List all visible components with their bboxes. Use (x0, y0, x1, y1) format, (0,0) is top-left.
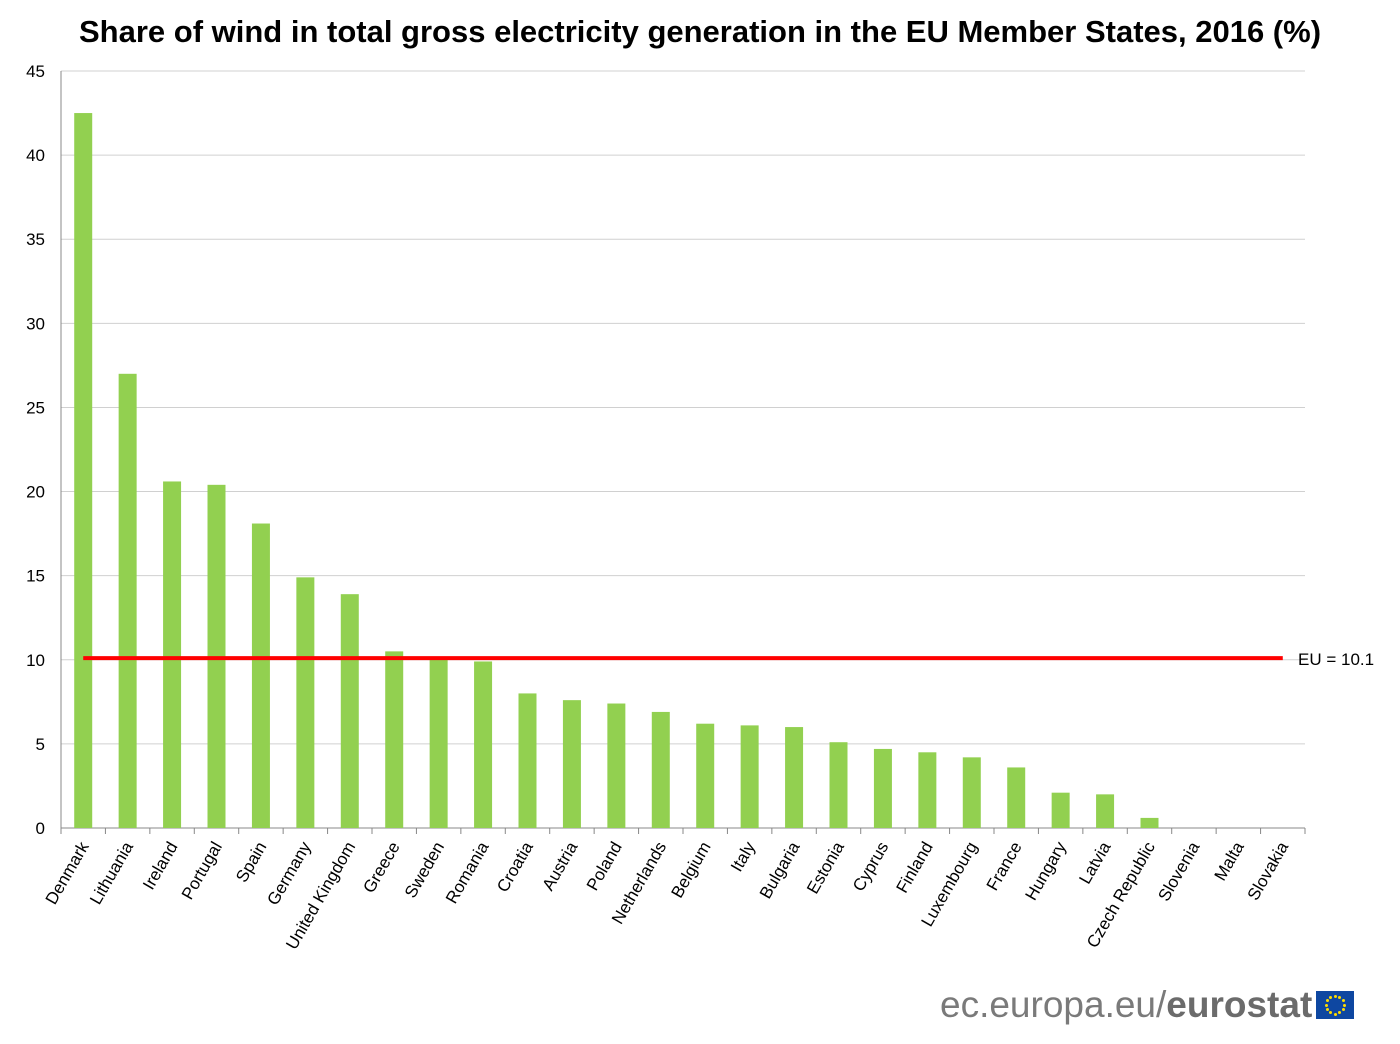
bar (251, 523, 270, 828)
y-tick-label: 25 (26, 398, 45, 417)
bar (163, 481, 182, 828)
bar (696, 723, 715, 828)
star-icon (1325, 999, 1329, 1002)
y-tick-label: 20 (26, 483, 45, 502)
chart-title: Share of wind in total gross electricity… (78, 14, 1322, 49)
bar (429, 659, 448, 828)
y-tick-label: 0 (36, 819, 45, 838)
y-tick-label: 45 (26, 62, 45, 81)
bar (340, 594, 359, 828)
x-tick-label: Denmark (42, 838, 93, 908)
x-tick-label: Ireland (139, 839, 181, 894)
x-tick-label: Slovenia (1154, 838, 1203, 904)
star-icon (1341, 999, 1345, 1002)
star-icon (1333, 1012, 1337, 1016)
y-tick-label: 5 (36, 735, 45, 754)
x-tick-label: Germany (263, 838, 315, 908)
bar (962, 757, 981, 828)
bar (118, 373, 137, 828)
x-tick-label: Austria (538, 838, 581, 894)
bar (385, 651, 404, 828)
eu-flag-icon (1316, 991, 1355, 1019)
x-tick-label: Slovakia (1244, 838, 1293, 904)
bar (74, 113, 93, 829)
bar (1051, 792, 1070, 828)
x-tick-label: Latvia (1075, 838, 1114, 887)
y-tick-label: 35 (26, 230, 45, 249)
bar (1140, 817, 1159, 828)
x-tick-label: Hungary (1022, 838, 1071, 904)
x-tick-label: France (983, 839, 1026, 894)
bar (562, 700, 581, 828)
y-tick-label: 30 (26, 314, 45, 333)
eu-average-label: EU = 10.1 (1298, 650, 1374, 669)
star-icon (1325, 1008, 1329, 1011)
x-tick-label: Poland (583, 839, 626, 894)
x-tick-label: Estonia (803, 838, 848, 897)
bar (651, 711, 670, 828)
y-tick-label: 10 (26, 651, 45, 670)
bar (740, 725, 759, 828)
bar (607, 703, 626, 828)
eurostat-logo: ec.europa.eu/eurostat (940, 984, 1355, 1026)
bar (296, 577, 315, 828)
star-icon (1333, 994, 1337, 998)
x-tick-label: Cyprus (849, 839, 892, 895)
x-tick-label: Sweden (401, 839, 448, 902)
bar (474, 661, 493, 828)
x-tick-label: Lithuania (86, 838, 137, 908)
x-tick-label: Croatia (493, 838, 537, 895)
star-icon (1329, 995, 1333, 999)
x-tick-label: Greece (359, 839, 403, 897)
bar (1007, 767, 1026, 828)
y-tick-label: 40 (26, 146, 45, 165)
star-icon (1338, 1011, 1342, 1015)
x-tick-label: Spain (232, 839, 270, 886)
star-icon (1342, 1003, 1346, 1007)
x-tick-label: Romania (442, 838, 493, 907)
x-tick-label: Malta (1211, 838, 1249, 884)
star-icon (1341, 1008, 1345, 1011)
logo-prefix: ec.europa.eu/ (940, 984, 1167, 1025)
bar (518, 693, 537, 828)
star-icon (1329, 1011, 1333, 1015)
bar (1096, 794, 1115, 828)
x-tick-label: Italy (727, 838, 759, 875)
x-tick-label: Belgium (668, 839, 715, 902)
bar (829, 742, 848, 828)
x-tick-label: Finland (892, 839, 936, 897)
x-tick-label: Portugal (178, 839, 226, 903)
y-tick-label: 15 (26, 567, 45, 586)
bar (873, 748, 892, 828)
bar (918, 752, 937, 828)
star-icon (1338, 995, 1342, 999)
bar (785, 727, 804, 828)
star-icon (1324, 1003, 1328, 1007)
logo-brand: eurostat (1166, 984, 1313, 1025)
x-tick-label: Bulgaria (756, 838, 804, 902)
